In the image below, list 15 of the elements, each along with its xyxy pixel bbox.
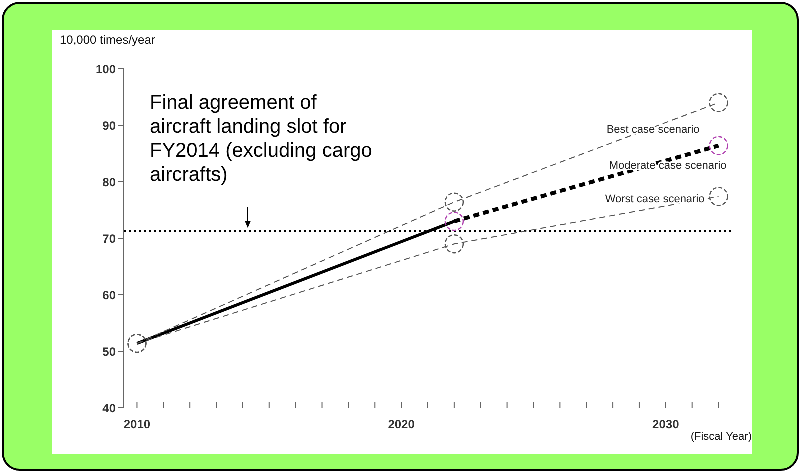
y-tick-label: 80 [102, 175, 116, 190]
ref-line-label: Final agreement of aircraft landing slot for FY2014 (excluding cargo aircrafts) [150, 92, 372, 186]
series-label: Best case scenario [606, 124, 700, 136]
y-tick-label: 100 [96, 62, 116, 76]
x-tick-label: 2020 [388, 418, 416, 432]
y-tick-label: 50 [102, 344, 116, 359]
series-label: Worst case scenario [605, 194, 705, 206]
x-tick-label: 2030 [652, 418, 680, 432]
y-tick-label: 60 [102, 288, 116, 302]
y-tick-label: 90 [102, 118, 116, 133]
x-axis-title: (Fiscal Year) [690, 431, 752, 443]
y-axis-title: 10,000 times/year [60, 33, 156, 47]
x-tick-label: 2010 [124, 418, 151, 432]
y-tick-label: 70 [102, 232, 116, 246]
y-tick-label: 40 [102, 401, 116, 416]
